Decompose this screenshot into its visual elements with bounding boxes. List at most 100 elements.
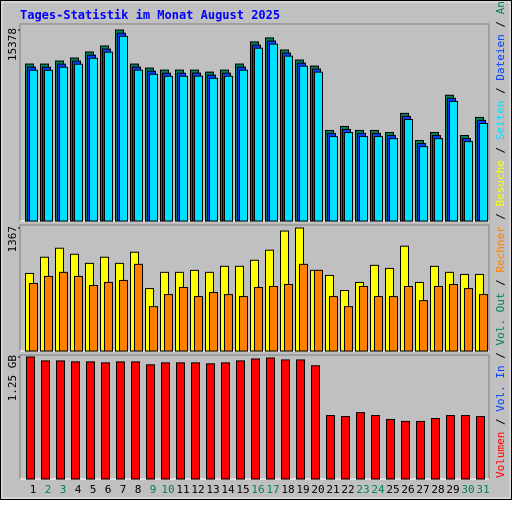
bar — [209, 292, 218, 352]
bar — [464, 288, 473, 352]
bar — [131, 361, 140, 480]
bar — [29, 69, 38, 222]
bar — [119, 279, 128, 352]
y-tick-label: 1367 — [6, 226, 19, 253]
bar — [461, 415, 470, 480]
bar — [59, 271, 68, 352]
x-tick-label: 13 — [206, 483, 219, 496]
bar — [476, 416, 485, 480]
bar — [26, 356, 35, 480]
bar — [419, 146, 428, 222]
bar — [299, 263, 308, 352]
bar — [236, 360, 245, 480]
bar — [89, 57, 98, 222]
x-tick-label: 4 — [75, 483, 82, 496]
x-tick-label: 16 — [251, 483, 264, 496]
bar — [266, 357, 275, 480]
legend-separator: / — [494, 273, 507, 293]
bar — [149, 306, 158, 352]
x-tick-label: 25 — [386, 483, 399, 496]
bar — [281, 359, 290, 480]
bar — [41, 360, 50, 480]
bar — [179, 286, 188, 352]
bar — [254, 47, 263, 222]
bar — [44, 275, 53, 352]
x-tick-label: 10 — [161, 483, 174, 496]
x-tick-label: 12 — [191, 483, 204, 496]
bar — [356, 412, 365, 480]
x-tick-label: 5 — [90, 483, 97, 496]
bar — [59, 66, 68, 222]
bar — [176, 362, 185, 480]
bar — [464, 141, 473, 222]
legend-separator: / — [494, 14, 507, 34]
bar — [239, 69, 248, 222]
bar — [209, 77, 218, 222]
legend: Volumen / Vol. In / Vol. Out / Rechner /… — [494, 0, 507, 478]
y-tick-label: 15378 — [6, 28, 19, 61]
bar — [284, 284, 293, 352]
bar — [284, 55, 293, 222]
legend-entry: Volumen — [494, 432, 507, 478]
bar — [299, 65, 308, 222]
bar — [419, 300, 428, 352]
x-tick-label: 6 — [105, 483, 112, 496]
bar — [296, 359, 305, 480]
x-tick-label: 20 — [311, 483, 324, 496]
bar — [224, 294, 233, 352]
legend-entry: Dateien — [494, 34, 507, 80]
x-tick-label: 19 — [296, 483, 309, 496]
x-tick-label: 17 — [266, 483, 279, 496]
bar — [254, 286, 263, 352]
x-tick-label: 29 — [446, 483, 459, 496]
x-tick-label: 28 — [431, 483, 444, 496]
x-tick-label: 8 — [135, 483, 142, 496]
x-tick-label: 9 — [150, 483, 157, 496]
bar — [149, 73, 158, 222]
legend-entry: Besuche — [494, 160, 507, 206]
bar — [431, 417, 440, 480]
bar — [146, 364, 155, 480]
bar — [239, 296, 248, 352]
x-tick-label: 3 — [60, 483, 67, 496]
bar — [29, 283, 38, 352]
x-tick-label: 26 — [401, 483, 414, 496]
bar — [389, 296, 398, 352]
bar — [134, 69, 143, 222]
chart-title: Tages-Statistik im Monat August 2025 — [20, 8, 280, 22]
bar — [206, 363, 215, 480]
x-tick-label: 21 — [326, 483, 339, 496]
bar — [404, 119, 413, 222]
legend-separator: / — [494, 81, 507, 101]
bar — [221, 362, 230, 480]
x-tick-label: 30 — [461, 483, 474, 496]
legend-separator: / — [494, 206, 507, 226]
bar — [326, 415, 335, 480]
bar — [56, 360, 65, 480]
bar — [251, 358, 260, 480]
legend-separator: / — [494, 346, 507, 366]
bar — [74, 275, 83, 352]
bar — [374, 136, 383, 222]
bar — [359, 285, 368, 352]
bar — [344, 306, 353, 352]
bar — [86, 361, 95, 480]
x-tick-label: 7 — [120, 483, 127, 496]
bar — [224, 75, 233, 222]
bar — [416, 420, 425, 480]
legend-entry: Vol. Out — [494, 293, 507, 346]
bar — [161, 362, 170, 480]
x-tick-label: 14 — [221, 483, 235, 496]
bar — [404, 285, 413, 352]
bar — [104, 51, 113, 222]
bar — [341, 416, 350, 480]
bar — [194, 296, 203, 352]
bar — [269, 285, 278, 352]
bar — [194, 75, 203, 222]
x-tick-label: 18 — [281, 483, 294, 496]
legend-separator: / — [494, 412, 507, 432]
bar — [389, 138, 398, 222]
